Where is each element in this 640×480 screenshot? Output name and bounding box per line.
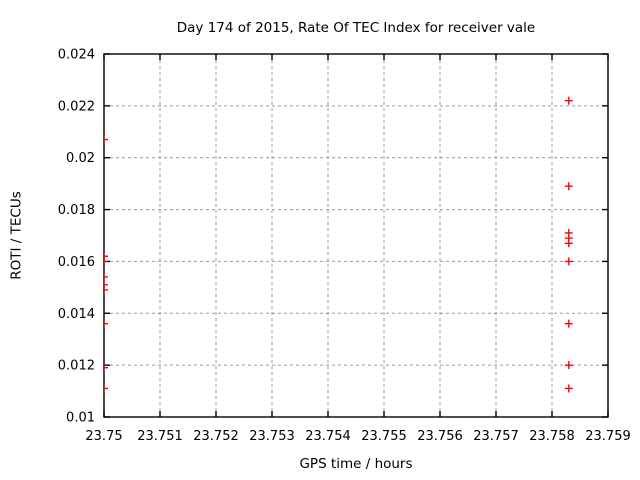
chart-title: Day 174 of 2015, Rate Of TEC Index for r… [176, 20, 536, 36]
plot-border [103, 53, 609, 418]
y-tick-label: 0.022 [58, 99, 95, 114]
x-tick-label: 23.754 [305, 429, 351, 444]
data-point-marker [104, 384, 108, 393]
y-tick-label: 0.014 [58, 307, 95, 322]
data-point-marker [564, 257, 573, 266]
x-tick-label: 23.758 [529, 429, 575, 444]
data-point-marker [564, 361, 573, 370]
data-point-marker [104, 319, 108, 328]
data-point-marker [564, 239, 573, 248]
x-tick-label: 23.757 [473, 429, 519, 444]
x-tick-label: 23.75 [85, 429, 122, 444]
data-point-marker [564, 384, 573, 393]
x-tick-label: 23.752 [193, 429, 239, 444]
data-point-marker [104, 285, 108, 294]
x-tick-label: 23.756 [417, 429, 463, 444]
data-point-marker [564, 182, 573, 191]
data-point-marker [104, 252, 108, 261]
x-tick-label: 23.751 [137, 429, 183, 444]
y-tick-label: 0.016 [58, 255, 95, 270]
y-tick-label: 0.01 [66, 411, 95, 426]
data-point-marker [104, 257, 108, 266]
y-tick-label: 0.024 [58, 48, 95, 63]
y-tick-label: 0.018 [58, 203, 95, 218]
data-point-marker [564, 319, 573, 328]
data-point-marker [104, 280, 108, 289]
data-point-marker [104, 272, 108, 281]
x-tick-label: 23.759 [585, 429, 631, 444]
x-axis-label: GPS time / hours [299, 456, 413, 472]
y-axis-label: ROTI / TECUs [8, 191, 25, 280]
data-point-marker [104, 135, 108, 144]
data-point-marker [104, 363, 108, 372]
x-tick-label: 23.753 [249, 429, 295, 444]
y-tick-label: 0.02 [66, 151, 95, 166]
y-tick-label: 0.012 [58, 359, 95, 374]
x-tick-label: 23.755 [361, 429, 407, 444]
data-point-marker [564, 96, 573, 105]
